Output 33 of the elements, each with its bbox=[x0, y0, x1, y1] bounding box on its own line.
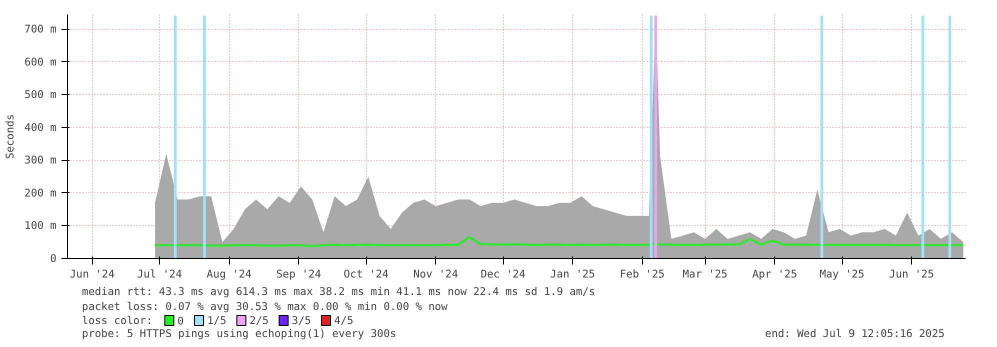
x-tick-label: Jun '25 bbox=[889, 268, 934, 280]
x-tick-label: Nov '24 bbox=[413, 268, 458, 280]
x-tick-label: Apr '25 bbox=[752, 268, 798, 280]
y-tick-label: 100 m bbox=[24, 219, 56, 232]
y-tick-label: 0 bbox=[50, 252, 57, 265]
legend-label: 1/5 bbox=[207, 314, 226, 327]
x-tick-label: Jul '24 bbox=[137, 268, 182, 280]
y-tick-label: 700 m bbox=[24, 22, 56, 36]
x-tick-label: Jan '25 bbox=[550, 268, 596, 280]
x-tick-label: Jun '24 bbox=[70, 268, 115, 280]
y-tick-label: 200 m bbox=[24, 186, 56, 200]
y-tick-label: 500 m bbox=[24, 88, 56, 102]
y-tick-label: 300 m bbox=[24, 154, 56, 167]
text: packet loss: 0.07 % avg 30.53 % max 0.00 % min 0.00 % now bbox=[82, 300, 448, 313]
text: probe: 5 HTTPS pings using echoping(1) every 300s bbox=[82, 327, 396, 340]
legend-label: 0 bbox=[177, 314, 184, 328]
y-axis-title: Seconds bbox=[3, 114, 16, 159]
legend-label: 3/5 bbox=[292, 314, 312, 327]
x-tick-label: May '25 bbox=[820, 268, 864, 280]
x-tick-label: Feb '25 bbox=[620, 268, 665, 280]
x-tick-label: Mar '25 bbox=[682, 268, 728, 280]
legend-label: 4/5 bbox=[334, 314, 354, 327]
y-tick-label: 600 m bbox=[24, 55, 56, 68]
text: end: Wed Jul 9 12:05:16 2025 bbox=[765, 327, 945, 340]
x-tick-label: Oct '24 bbox=[344, 268, 389, 280]
text: median rtt: 43.3 ms avg 614.3 ms max 38.2 ms min 41.1 ms now 22.4 ms sd 1.9 am/s bbox=[82, 285, 596, 298]
x-tick-label: Sep '24 bbox=[276, 268, 322, 280]
y-tick-label: 400 m bbox=[24, 120, 56, 134]
x-tick-label: Dec '24 bbox=[480, 268, 526, 280]
legend-title: loss color: bbox=[82, 314, 152, 327]
line-series bbox=[154, 236, 964, 247]
legend-label: 2/5 bbox=[249, 314, 269, 327]
x-tick-label: Aug '24 bbox=[206, 268, 252, 280]
